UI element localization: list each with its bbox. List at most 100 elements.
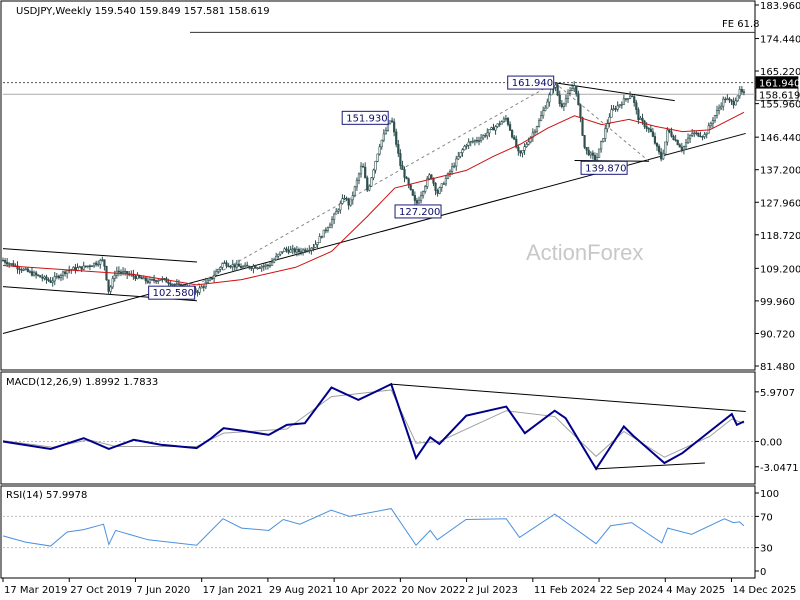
candle-body [573,85,576,90]
candle-body [287,249,290,253]
candle-body [384,130,387,135]
x-tick-label: 17 Mar 2019 [4,585,67,596]
candle-body [403,169,406,178]
price-y-tick-label: 155.960 [760,100,800,111]
candle-body [1,259,5,262]
macd-panel-frame [0,371,756,485]
candle-body [281,251,284,253]
candle-body [558,94,561,104]
annotation-box [507,75,555,90]
candle-body [8,263,11,265]
candle-body [473,139,476,142]
candle-body [150,278,154,281]
candle-body [372,169,375,179]
candle-body [511,130,514,138]
candle-body [486,132,489,137]
candle-body [246,264,249,267]
candle-body [262,265,265,268]
candle-body [544,107,547,111]
candle-body [136,275,139,279]
annotation-box [394,204,442,219]
price-y-tick-label: 183.960 [760,1,800,12]
candle-body [30,271,34,276]
candle-body [556,84,559,96]
candle-body [738,89,741,97]
candle-body [436,190,439,194]
candle-body [32,272,36,276]
candle-body [595,157,599,161]
candle-body [359,165,363,175]
candle-body [82,265,85,270]
candle-body [173,284,176,286]
candle-body [295,249,298,253]
candle-body [239,266,243,269]
candle-body [419,195,423,201]
candle-body [399,153,402,166]
candle-body [562,103,565,107]
candle-body [277,253,280,257]
candle-body [581,117,584,136]
candle-body [415,200,419,204]
candle-body [177,283,181,285]
candle-body [53,276,56,282]
candle-body [736,95,739,102]
candle-body [508,124,512,131]
candle-body [672,136,675,140]
candle-body [397,144,400,154]
candle-body [374,161,377,171]
candle-body [477,140,481,142]
candle-body [43,276,46,279]
candle-body [434,182,437,191]
candle-body [312,247,315,249]
price-panel-frame [0,0,756,371]
candle-body [117,270,120,273]
candle-body [339,203,342,211]
rsi-y-tick-label: 0 [760,567,766,578]
candle-body [577,93,580,105]
candle-body [202,286,205,288]
candle-body [318,236,321,243]
candle-body [241,266,245,269]
candle-body [593,155,597,161]
candle-body [550,88,553,96]
candle-body [119,271,123,273]
candle-body [488,129,491,134]
candle-body [175,283,178,285]
candle-body [666,129,669,143]
candle-body [591,152,594,156]
candle-body [492,127,495,131]
candle-body [343,197,346,200]
candle-body [314,244,317,248]
candle-body [602,138,605,143]
candle-body [484,135,487,137]
candle-body [215,271,218,276]
candle-body [159,279,162,281]
candle-body [604,128,607,139]
candle-body [401,165,404,170]
price-tag-label: 158.619 [759,90,800,101]
candle-body [26,268,29,272]
candle-body [10,263,13,265]
candle-body [227,265,230,268]
candle-body [624,98,628,100]
candle-body [504,118,508,120]
candle-body [270,261,274,266]
candle-body [268,264,272,267]
candle-body [353,186,356,196]
candle-body [221,263,224,268]
candle-body [482,135,485,139]
candle-body [446,172,450,179]
candle-body [18,268,21,271]
candle-body [6,262,9,265]
candle-body [144,277,147,282]
candle-body [724,98,727,101]
candle-body [380,139,383,148]
candle-body [256,267,259,269]
candle-body [148,279,152,283]
candle-body [720,105,723,109]
price-annotations: 161.940 151.930 127.200 139.870 102.580 [148,75,628,300]
candle-body [535,126,539,132]
candle-body [440,183,443,188]
